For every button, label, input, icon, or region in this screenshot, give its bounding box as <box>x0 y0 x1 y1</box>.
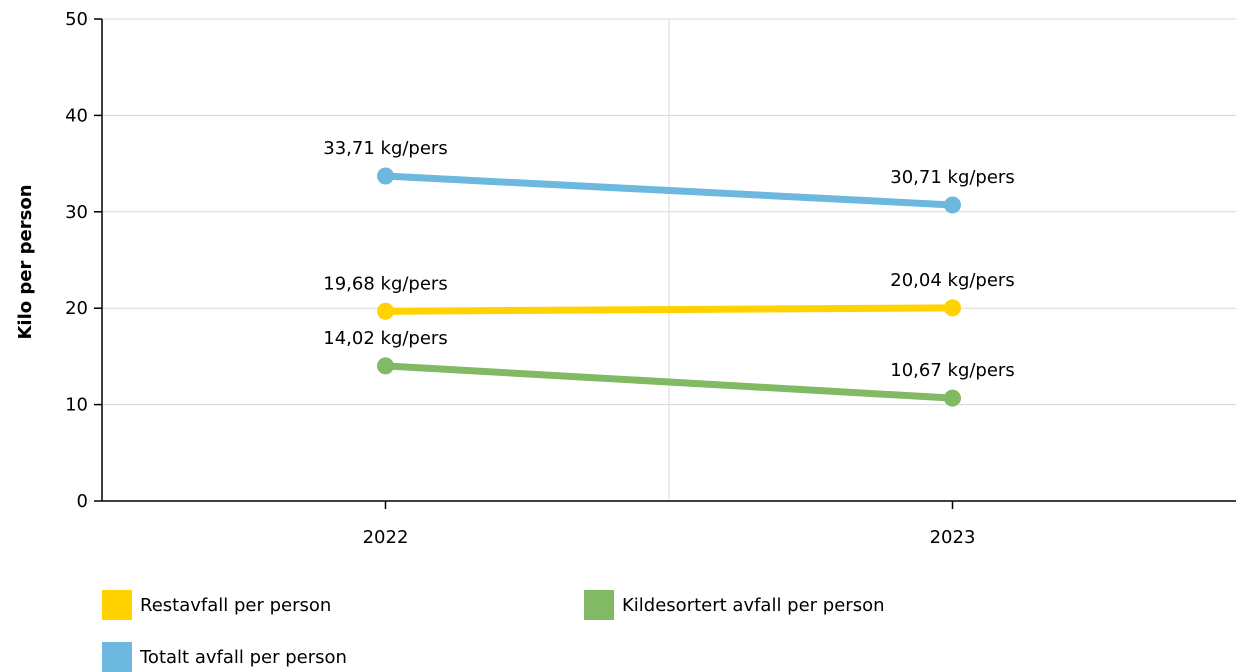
y-tick-label: 0 <box>77 491 88 512</box>
data-point-restavfall <box>377 302 394 320</box>
data-label-restavfall: 19,68 kg/pers <box>323 273 447 294</box>
y-tick-label: 20 <box>65 298 88 319</box>
series-totalt: 33,71 kg/pers 30,71 kg/pers <box>323 138 1015 214</box>
data-point-totalt <box>944 196 961 214</box>
y-axis-title: Kilo per person <box>15 184 36 339</box>
series-kildesortert: 14,02 kg/pers 10,67 kg/pers <box>323 328 1015 407</box>
data-point-kildesortert <box>944 389 961 407</box>
series-line-restavfall <box>382 304 956 315</box>
y-axis-ticks: 0 10 20 30 40 50 <box>65 9 102 512</box>
data-point-kildesortert <box>377 357 394 375</box>
data-label-kildesortert: 14,02 kg/pers <box>323 328 447 349</box>
data-label-kildesortert: 10,67 kg/pers <box>890 360 1014 381</box>
y-tick-label: 40 <box>65 105 88 126</box>
y-tick-label: 10 <box>65 395 88 416</box>
y-tick-label: 50 <box>65 9 88 30</box>
y-tick-label: 30 <box>65 202 88 223</box>
data-point-totalt <box>377 167 394 185</box>
data-label-restavfall: 20,04 kg/pers <box>890 270 1014 291</box>
grid-lines <box>102 18 1236 501</box>
series-restavfall: 19,68 kg/pers 20,04 kg/pers <box>323 270 1015 320</box>
series-line-kildesortert <box>382 362 956 402</box>
x-tick-label: 2023 <box>930 527 976 548</box>
x-tick-label: 2022 <box>363 527 409 548</box>
axes <box>101 19 1236 502</box>
data-point-restavfall <box>944 299 961 317</box>
x-axis-ticks: 2022 2023 <box>363 501 976 548</box>
series-line-totalt <box>382 172 956 209</box>
data-label-totalt: 30,71 kg/pers <box>890 167 1014 188</box>
data-label-totalt: 33,71 kg/pers <box>323 138 447 159</box>
